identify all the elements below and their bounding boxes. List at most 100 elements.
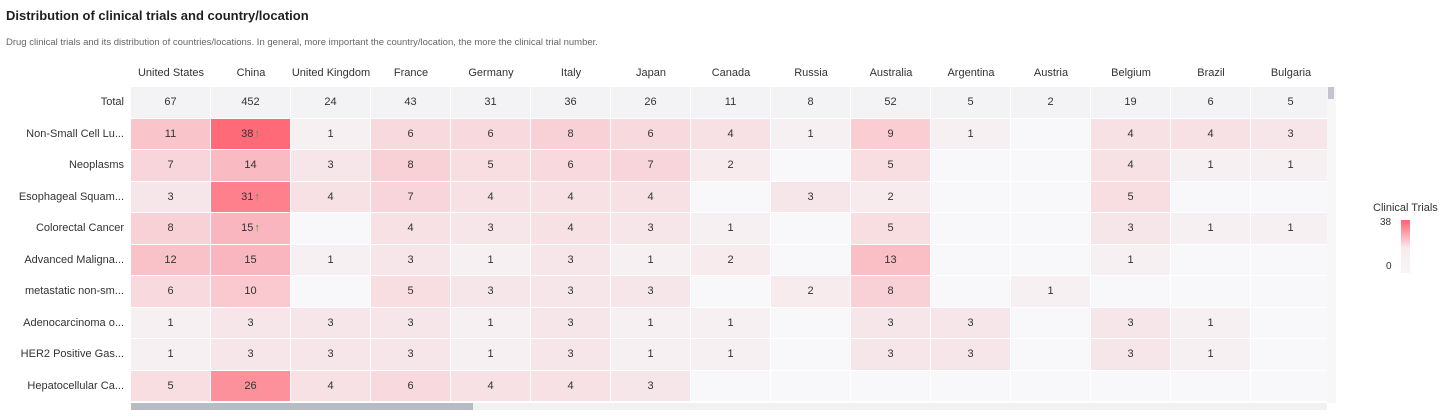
- cell-value: 1: [727, 222, 733, 234]
- heatmap-cell: 3: [451, 276, 531, 308]
- heatmap-cell: [1011, 371, 1091, 403]
- heatmap-cell: [1091, 276, 1171, 308]
- cell-value: 43: [404, 96, 416, 108]
- heatmap-cell: 4: [611, 182, 691, 214]
- column-header: Austria: [1011, 63, 1091, 83]
- cell-value: 3: [327, 159, 333, 171]
- column-header: Brazil: [1171, 63, 1251, 83]
- heatmap-cell: [771, 308, 851, 340]
- heatmap-cell: 2: [851, 182, 931, 214]
- cell-value: 31: [241, 191, 253, 203]
- total-cell: 19: [1091, 87, 1171, 119]
- cell-value: 19: [1124, 96, 1136, 108]
- cell-value: 1: [1287, 159, 1293, 171]
- row-label: Esophageal Squam...: [0, 182, 124, 214]
- total-cell: 5: [1251, 87, 1331, 119]
- heatmap-cell: 3: [931, 339, 1011, 371]
- cell-value: 1: [1207, 222, 1213, 234]
- cell-value: 5: [167, 380, 173, 392]
- row-label: metastatic non-sm...: [0, 276, 124, 308]
- cell-value: 4: [327, 191, 333, 203]
- heatmap-cell: 26: [211, 371, 291, 403]
- column-header: United Kingdom: [291, 63, 371, 83]
- cell-value: 1: [1287, 222, 1293, 234]
- column-header: Argentina: [931, 63, 1011, 83]
- cell-value: 6: [487, 128, 493, 140]
- heatmap-cell: 3: [371, 308, 451, 340]
- heatmap-cell: 1: [771, 119, 851, 151]
- cell-value: 8: [167, 222, 173, 234]
- heatmap-cell: [1251, 371, 1331, 403]
- heatmap-cell: 3: [371, 339, 451, 371]
- heatmap-cell: [691, 371, 771, 403]
- heatmap-cell: [1011, 245, 1091, 277]
- cell-value: 6: [567, 159, 573, 171]
- total-cell: 26: [611, 87, 691, 119]
- heatmap-cell: 8: [131, 213, 211, 245]
- cell-value: 38: [241, 128, 253, 140]
- column-header: China: [211, 63, 291, 83]
- heatmap-cell: [851, 371, 931, 403]
- heatmap-cell: 5: [131, 371, 211, 403]
- cell-value: 5: [1127, 191, 1133, 203]
- total-cell: 24: [291, 87, 371, 119]
- cell-value: 4: [487, 191, 493, 203]
- heatmap-cell: [1091, 371, 1171, 403]
- cell-value: 67: [164, 96, 176, 108]
- heatmap-cell: [931, 150, 1011, 182]
- heatmap-cell: 38↑: [211, 119, 291, 151]
- heatmap-cell: 3: [531, 308, 611, 340]
- total-cell: 67: [131, 87, 211, 119]
- heatmap-cell: [771, 213, 851, 245]
- heatmap-cell: [771, 150, 851, 182]
- cell-value: 3: [567, 317, 573, 329]
- cell-value: 26: [644, 96, 656, 108]
- vertical-scrollbar-thumb[interactable]: [1328, 87, 1334, 99]
- heatmap-cell: [291, 276, 371, 308]
- cell-value: 4: [487, 380, 493, 392]
- heatmap-cell: 3: [291, 339, 371, 371]
- cell-value: 3: [1127, 348, 1133, 360]
- cell-value: 15: [241, 222, 253, 234]
- heatmap-cell: [1011, 150, 1091, 182]
- heatmap-cell: [1171, 276, 1251, 308]
- heatmap-cell: 15↑: [211, 213, 291, 245]
- cell-value: 4: [1127, 128, 1133, 140]
- cell-value: 4: [1207, 128, 1213, 140]
- heatmap-cell: 4: [1171, 119, 1251, 151]
- heatmap-cell: 1: [931, 119, 1011, 151]
- cell-value: 3: [167, 191, 173, 203]
- heatmap-cell: 6: [531, 150, 611, 182]
- cell-value: 1: [327, 254, 333, 266]
- cell-value: 1: [1207, 348, 1213, 360]
- horizontal-scrollbar-thumb[interactable]: [131, 403, 473, 410]
- total-cell: 452: [211, 87, 291, 119]
- cell-value: 24: [324, 96, 336, 108]
- color-legend: Clinical Trials 38 0: [1360, 200, 1444, 280]
- legend-title: Clinical Trials: [1373, 202, 1438, 214]
- cell-value: 14: [244, 159, 256, 171]
- row-label: Adenocarcinoma o...: [0, 308, 124, 340]
- vertical-scrollbar[interactable]: [1327, 87, 1336, 403]
- heatmap-cell: 15: [211, 245, 291, 277]
- total-cell: 52: [851, 87, 931, 119]
- heatmap-cell: 3: [1091, 213, 1171, 245]
- cell-value: 4: [1127, 159, 1133, 171]
- heatmap-cell: 3: [291, 150, 371, 182]
- total-cell: 31: [451, 87, 531, 119]
- heatmap-cell: [1011, 339, 1091, 371]
- cell-value: 1: [647, 254, 653, 266]
- heatmap-cell: [771, 339, 851, 371]
- heatmap-cell: 7: [371, 182, 451, 214]
- heatmap-cell: 4: [531, 213, 611, 245]
- heatmap-cell: 9: [851, 119, 931, 151]
- heatmap-cell: 4: [1091, 119, 1171, 151]
- cell-value: 4: [407, 222, 413, 234]
- heatmap-cell: 1: [131, 339, 211, 371]
- horizontal-scrollbar[interactable]: [131, 403, 1327, 410]
- cell-value: 1: [487, 348, 493, 360]
- heatmap-cell: 31↑: [211, 182, 291, 214]
- cell-value: 3: [327, 317, 333, 329]
- cell-value: 3: [407, 317, 413, 329]
- total-cell: 5: [931, 87, 1011, 119]
